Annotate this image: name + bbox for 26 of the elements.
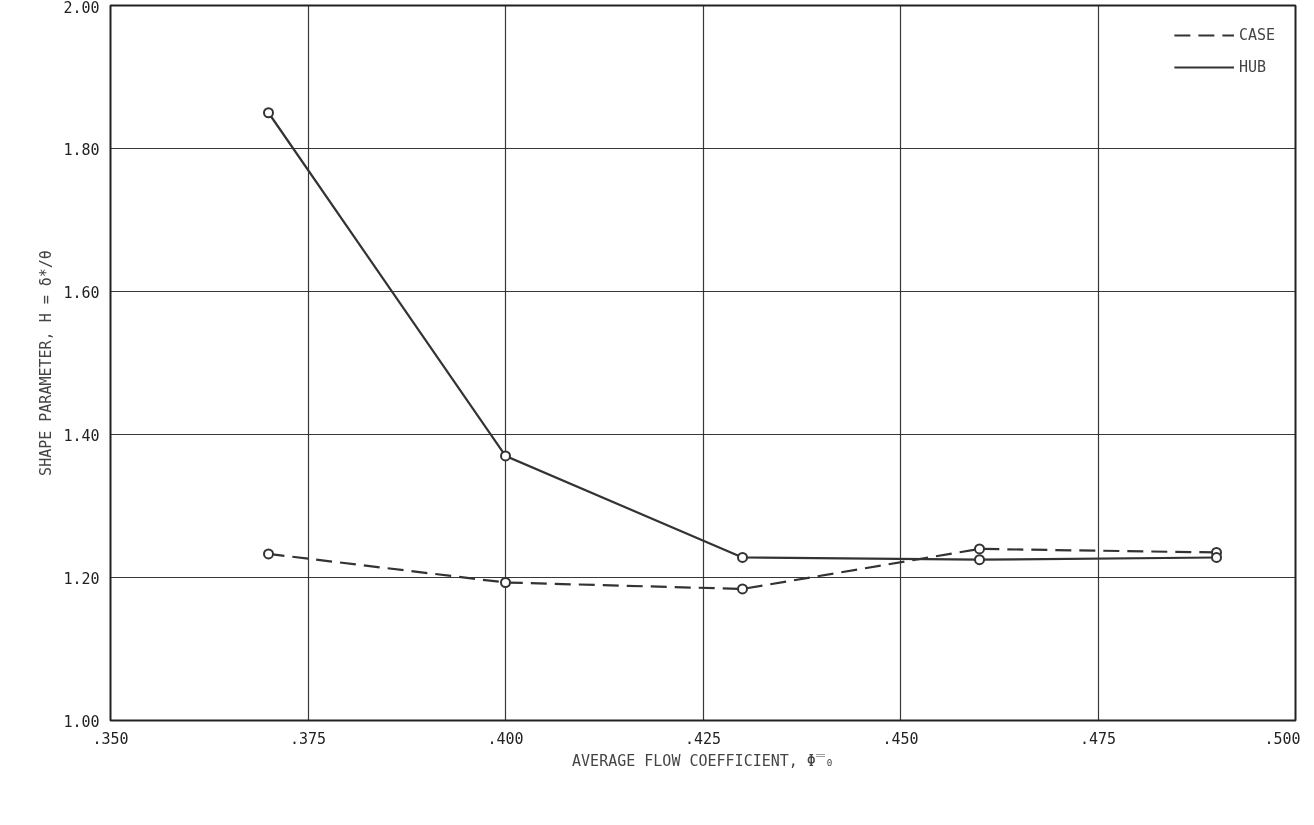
- x-tick-label: .500: [1264, 729, 1301, 748]
- x-tick-label: .350: [92, 729, 129, 748]
- point: [974, 543, 985, 555]
- y-axis-title: SHAPE PARAMETER, H = δ*/θ: [37, 250, 56, 476]
- y-tick-label: 1.20: [63, 569, 100, 588]
- y-tick-label: 1.60: [63, 283, 100, 302]
- legend-label: HUB: [1238, 58, 1266, 76]
- y-tick-label: 2.00: [63, 0, 100, 17]
- y-tick-label: 1.80: [63, 140, 100, 159]
- y-tick-label: 1.00: [63, 712, 100, 731]
- point: [737, 583, 748, 595]
- x-tick-label: .425: [684, 729, 722, 748]
- legend-label: CASE: [1238, 26, 1275, 44]
- point: [974, 554, 985, 566]
- x-tick-label: .450: [882, 729, 919, 748]
- x-tick-label: .375: [289, 729, 327, 748]
- point: [1211, 551, 1222, 563]
- x-tick-label: .400: [487, 729, 524, 748]
- point: [263, 548, 274, 560]
- point: [263, 107, 274, 119]
- point: [500, 450, 511, 462]
- x-axis-title: AVERAGE FLOW COEFFICIENT, Φ̿₀: [572, 751, 834, 770]
- x-tick-label: .475: [1079, 729, 1117, 748]
- point: [737, 551, 748, 563]
- point: [500, 577, 511, 588]
- y-tick-label: 1.40: [63, 426, 100, 445]
